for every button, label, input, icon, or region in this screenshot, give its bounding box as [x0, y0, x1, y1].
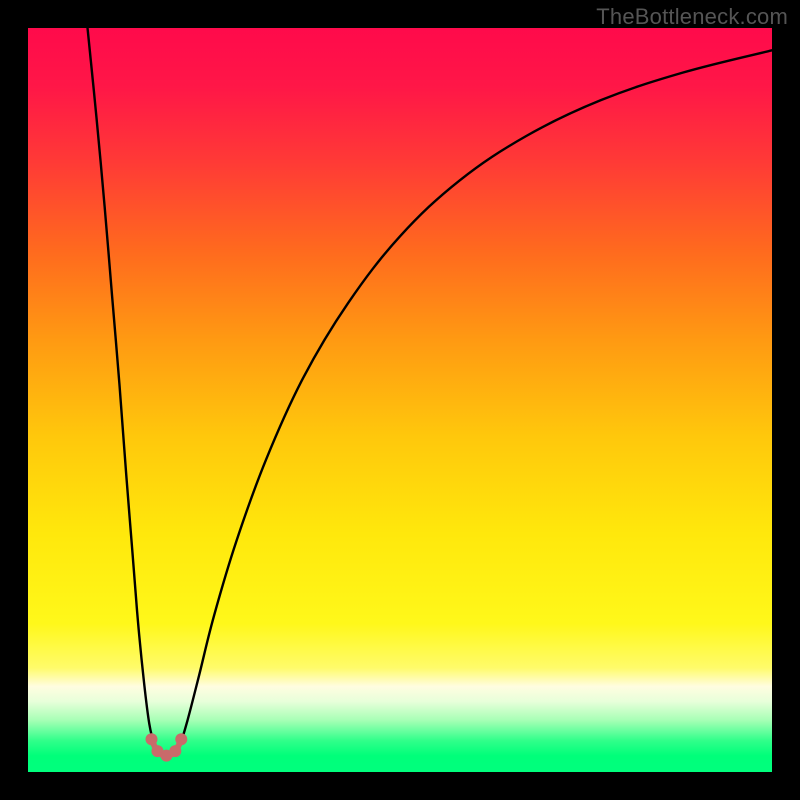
trough-marker-dot	[169, 745, 181, 757]
gradient-plot	[0, 0, 800, 800]
chart-stage: TheBottleneck.com	[0, 0, 800, 800]
trough-marker-dot	[146, 733, 158, 745]
gradient-fill	[28, 28, 772, 772]
trough-marker-dot	[175, 733, 187, 745]
